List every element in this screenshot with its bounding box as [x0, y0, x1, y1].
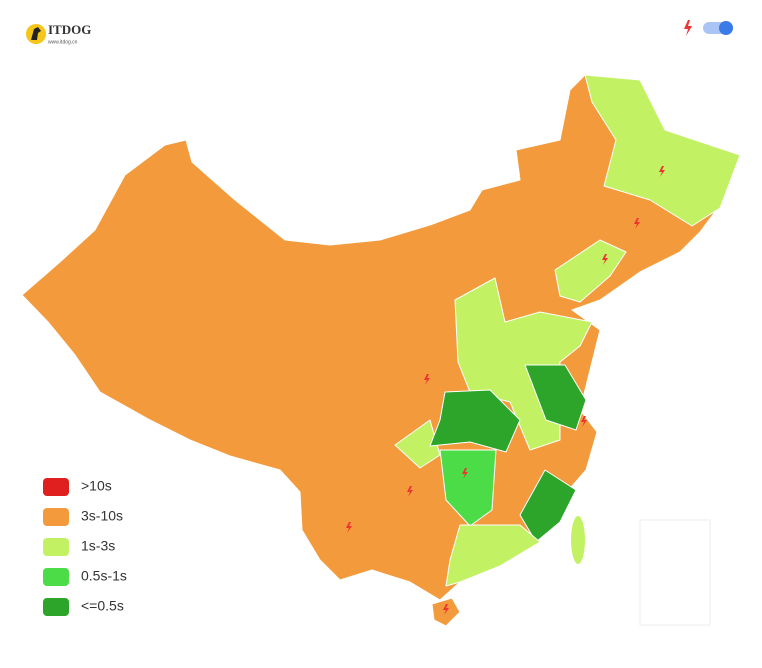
legend: >10s 3s-10s 1s-3s 0.5s-1s <=0.5s [43, 478, 127, 616]
logo-url: www.itdog.cn [48, 39, 78, 45]
legend-swatch [43, 598, 69, 616]
region-orange [21, 74, 741, 601]
region-jiangsu [524, 364, 587, 431]
legend-item[interactable]: <=0.5s [43, 598, 124, 616]
region-taiwan [571, 516, 585, 564]
region-chongqing [394, 419, 441, 469]
region-guangdong [445, 524, 541, 587]
region-hubei [429, 389, 521, 453]
legend-item[interactable]: 0.5s-1s [43, 568, 127, 586]
legend-swatch [43, 508, 69, 526]
region-heilongjiang [584, 74, 741, 227]
logo[interactable]: ITDOG www.itdog.cn [26, 22, 91, 45]
toggle-knob[interactable] [719, 21, 733, 35]
legend-label: 0.5s-1s [81, 568, 127, 584]
lightning-markers [346, 166, 665, 615]
lightning-icon [684, 20, 692, 36]
legend-swatch [43, 568, 69, 586]
legend-swatch [43, 538, 69, 556]
legend-label: >10s [81, 478, 112, 494]
south-sea-inset [639, 519, 711, 626]
region-liaoning [554, 239, 627, 303]
legend-item[interactable]: 3s-10s [43, 508, 123, 526]
legend-label: 1s-3s [81, 538, 115, 554]
logo-text: ITDOG [48, 22, 91, 37]
legend-label: 3s-10s [81, 508, 123, 524]
legend-swatch [43, 478, 69, 496]
china-map [21, 74, 741, 627]
legend-label: <=0.5s [81, 598, 124, 614]
logo-dog [31, 27, 41, 40]
region-hunan [439, 449, 497, 527]
legend-item[interactable]: >10s [43, 478, 112, 496]
legend-item[interactable]: 1s-3s [43, 538, 115, 556]
